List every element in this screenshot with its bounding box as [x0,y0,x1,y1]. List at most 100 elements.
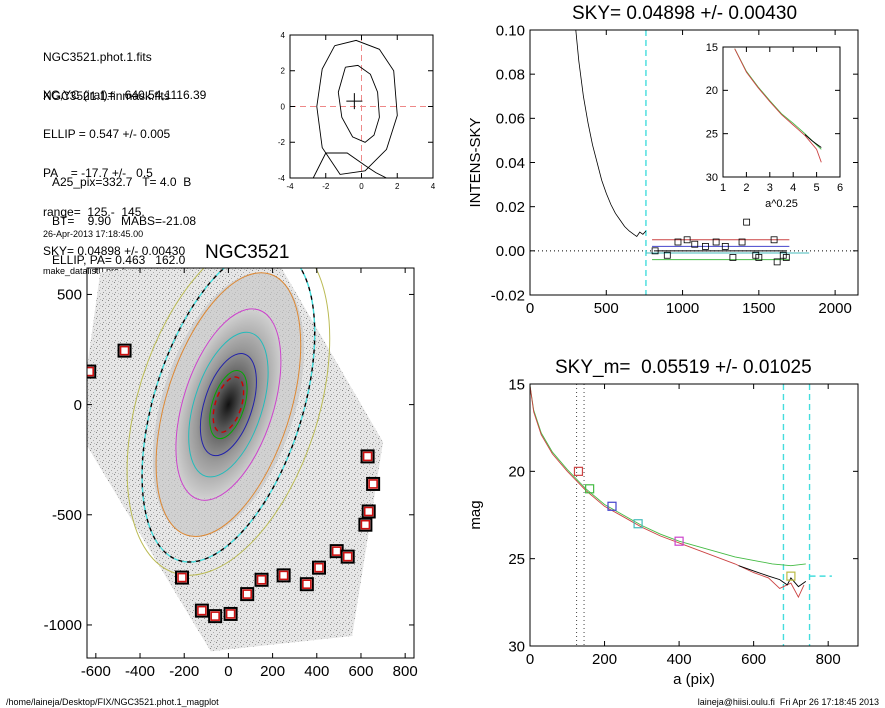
contour-ytick-label: 0 [281,102,286,111]
galaxy-xtick-label: -600 [81,663,111,680]
contour-ytick-label: -2 [278,138,286,147]
mag-xtick-label: 400 [667,651,692,668]
sky-box-outer [360,449,375,464]
inset-xtick-label: 2 [743,182,749,194]
sky-box-outer [299,577,314,592]
sky-box-inner [360,519,371,530]
mag-box [585,484,595,494]
contour-xtick-label: -2 [322,182,330,191]
inset-ytick-label: 25 [706,129,718,141]
footer-path: /home/laineja/Desktop/FIX/NGC3521.phot.1… [6,697,219,707]
galaxy-xtick-label: 200 [260,663,285,680]
info-ellip-pa: ELLIP, PA= 0.463 162.0 [52,253,186,267]
galaxy-xtick-label: -200 [169,663,199,680]
isophote-ellipse-cyan-dashed [141,268,316,563]
inset-xtick-label: 3 [767,182,773,194]
sky-box-outer [366,476,381,491]
mag-xtick-label: 800 [816,651,841,668]
mag-xtick-label: 600 [741,651,766,668]
mag-xtick-label: 0 [526,651,534,668]
sky-marker [702,243,709,250]
isophote-ellipse-orange [155,272,302,537]
sky-box-inner [314,562,324,573]
sky-box-outer [358,517,373,532]
mag-frame [529,383,859,647]
mag-ylabel: mag [467,500,484,529]
mag-panel: 0 200 400 600 800 15 20 25 30 a (pix) mag [467,376,859,688]
contour-xtick-label: -4 [286,182,294,191]
info-sky: SKY= 0.04898 +/- 0.00430 [43,244,186,258]
sky-box-outer [223,606,238,621]
galaxy-ytick-label: -500 [52,507,82,524]
sky-box-outer [240,587,255,602]
galaxy-body [175,310,282,499]
sky-ylabel: INTENS-SKY [467,117,484,207]
sky-ytick-label: 0.02 [496,199,525,216]
sky-plot-layer [530,30,858,295]
isophote-ellipse-green [209,370,248,440]
sky-box-inner [177,572,187,583]
inset-xtick-label: 5 [814,182,820,194]
sky-box-outer [276,568,291,583]
info-bt: BT= 9.90 MABS=-21.08 [52,214,197,228]
inset-xtick-label: 6 [837,182,843,194]
galaxy-panel: -600 -400 -200 0 200 400 600 800 -1000 -500 0 500 [44,267,418,680]
sky-ytick-label: -0.02 [491,287,525,304]
inset-series-1 [734,48,822,163]
contour-line-0 [337,64,380,143]
mag-box [607,501,617,511]
mag-xtick-label: 200 [592,651,617,668]
mag-series-2 [738,565,807,588]
mag-box [573,466,584,476]
sky-marker [712,238,720,246]
sky-box-outer [87,364,97,379]
sky-box-outer [254,572,269,587]
sky-ytick-label: 0.10 [496,22,525,39]
sky-ytick-label: 0.04 [496,155,525,172]
inset-bg [723,47,840,177]
mag-series-1 [530,385,805,599]
isophote-ellipse-yellow [126,268,331,576]
sky-box-inner [225,609,236,619]
sky-box-inner [119,345,130,356]
galaxy-frame [86,267,415,659]
isophote-ellipse-blue [199,353,257,457]
sky-box-outer [117,343,132,358]
contour-panel: -4 -2 0 2 4 -4 -2 0 2 4 [278,31,436,191]
mag-title: SKY_m= 0.05519 +/- 0.01025 [555,357,812,378]
mag-box [633,519,643,529]
sky-box-inner [87,366,95,377]
sky-marker [691,240,699,248]
mag-box [674,536,684,546]
sky-marker [773,258,781,266]
galaxy-title: NGC3521 [205,242,290,263]
inset-ytick-label: 20 [706,85,718,97]
galaxy-ytick-label: 0 [74,397,82,414]
mag-ytick-label: 25 [508,551,525,568]
sky-xtick-label: 1000 [666,300,699,317]
galaxy-image-layer [87,268,384,652]
info-file-2: NGC3521.1.finmask.fits [43,89,170,103]
info-ellip: ELLIP = 0.547 +/- 0.005 [43,127,171,141]
sky-xtick-label: 1500 [742,300,775,317]
info-file-1: NGC3521.phot.1.fits [43,50,152,64]
sky-box-outer [194,603,209,618]
sky-marker [651,247,659,255]
mag-ytick-label: 20 [508,464,525,481]
sky-marker [743,218,751,226]
sky-box-outer [340,549,355,564]
sky-box-inner [363,506,374,517]
sky-box-inner [210,611,220,621]
sky-box-inner [368,479,378,489]
mag-ytick-label: 15 [508,376,525,393]
sky-box-inner [242,589,252,599]
isophote-ellipse-magenta [175,308,282,501]
sky-box-inner [302,579,312,589]
sky-panel: 0 500 1000 1500 2000 -0.02 0.00 0.02 0.04 0.06 0.0… [467,22,859,317]
info-date: 26-Apr-2013 17:18:45.00 [43,229,144,239]
inset-xlabel: a^0.25 [765,198,798,210]
inset-ytick-label: 15 [706,42,718,54]
sky-marker [755,254,763,261]
sky-ytick-label: 0.08 [496,66,525,83]
